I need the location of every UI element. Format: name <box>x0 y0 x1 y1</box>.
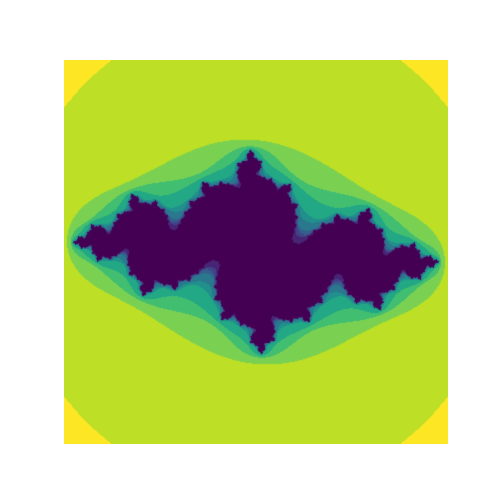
julia-set-image <box>64 60 448 444</box>
